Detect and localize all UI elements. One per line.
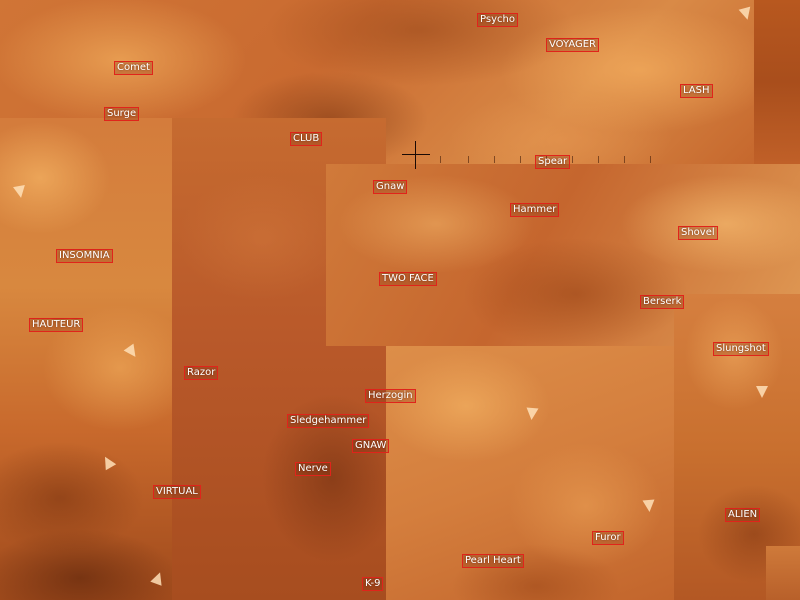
map-label-voyager[interactable]: VOYAGER	[546, 38, 600, 52]
map-label-berserk[interactable]: Berserk	[640, 295, 685, 309]
map-label-pearl-heart[interactable]: Pearl Heart	[462, 554, 524, 568]
terrain-tile-corner	[766, 546, 800, 600]
map-label-shovel[interactable]: Shovel	[678, 226, 718, 240]
map-label-gnaw-caps[interactable]: GNAW	[352, 439, 390, 453]
map-label-gnaw[interactable]: Gnaw	[373, 180, 408, 194]
map-label-nerve[interactable]: Nerve	[295, 462, 331, 476]
map-label-club[interactable]: CLUB	[290, 132, 323, 146]
map-label-hammer[interactable]: Hammer	[510, 203, 560, 217]
unit-marker[interactable]	[13, 185, 27, 199]
map-label-k-9[interactable]: K-9	[362, 577, 384, 591]
unit-marker[interactable]	[642, 499, 656, 513]
unit-marker[interactable]	[525, 407, 539, 421]
map-label-spear[interactable]: Spear	[535, 155, 571, 169]
map-label-psycho[interactable]: Psycho	[477, 13, 518, 27]
map-label-hauteur[interactable]: HAUTEUR	[29, 318, 84, 332]
map-label-comet[interactable]: Comet	[114, 61, 153, 75]
scale-ticks	[440, 156, 655, 164]
crosshair-cursor-icon	[402, 141, 430, 169]
map-label-two-face[interactable]: TWO FACE	[379, 272, 437, 286]
terrain-tile-right-strip	[754, 0, 800, 164]
map-label-sledgehammer[interactable]: Sledgehammer	[287, 414, 370, 428]
map-label-insomnia[interactable]: INSOMNIA	[56, 249, 113, 263]
terrain-tile-bottom	[386, 346, 674, 600]
map-label-alien[interactable]: ALIEN	[725, 508, 761, 522]
unit-marker[interactable]	[756, 386, 768, 398]
terrain-tile-left	[0, 118, 172, 600]
map-label-herzogin[interactable]: Herzogin	[365, 389, 416, 403]
map-label-virtual[interactable]: VIRTUAL	[153, 485, 201, 499]
map-label-razor[interactable]: Razor	[184, 366, 219, 380]
map-label-lash[interactable]: LASH	[680, 84, 713, 98]
map-label-furor[interactable]: Furor	[592, 531, 624, 545]
map-label-slungshot[interactable]: Slungshot	[713, 342, 769, 356]
map-label-surge[interactable]: Surge	[104, 107, 140, 121]
